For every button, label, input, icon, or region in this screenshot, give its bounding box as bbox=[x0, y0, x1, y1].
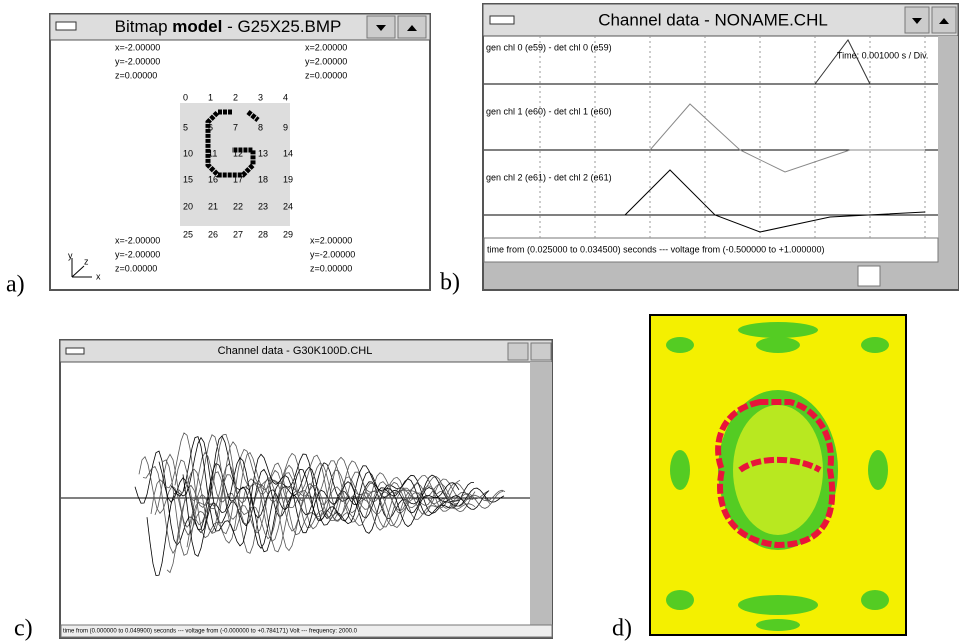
grid-number: 18 bbox=[258, 174, 268, 184]
window-title: Bitmap model - G25X25.BMP bbox=[115, 17, 342, 36]
grid-number: 16 bbox=[208, 174, 218, 184]
coordinate-label: y=-2.00000 bbox=[115, 249, 160, 259]
coordinate-label: x=-2.00000 bbox=[115, 42, 160, 52]
window-a: Bitmap model - G25X25.BMP bbox=[49, 13, 431, 291]
image-d bbox=[649, 314, 907, 636]
grid-number: 28 bbox=[258, 229, 268, 239]
axis-label: x bbox=[96, 271, 101, 281]
grid-number: 15 bbox=[183, 174, 193, 184]
waveform bbox=[174, 448, 491, 552]
grid-number: 5 bbox=[183, 122, 188, 132]
horizontal-scrollbar[interactable] bbox=[484, 262, 958, 289]
status-bar: time from (0.025000 to 0.034500) seconds… bbox=[487, 244, 824, 254]
channel-label: gen chl 0 (e59) - det chl 0 (e59) bbox=[486, 42, 612, 52]
window-b bbox=[482, 3, 959, 291]
window-title: Channel data - NONAME.CHL bbox=[598, 10, 828, 29]
coordinate-label: y=-2.00000 bbox=[115, 56, 160, 66]
waveform bbox=[186, 433, 476, 548]
grid-number: 1 bbox=[208, 92, 213, 102]
panel-label: a) bbox=[6, 272, 25, 298]
maximize-button[interactable] bbox=[530, 342, 552, 361]
dropdown-button[interactable] bbox=[507, 342, 529, 361]
axis-label: z bbox=[84, 256, 89, 266]
grid-number: 0 bbox=[183, 92, 188, 102]
coordinate-label: y=2.00000 bbox=[305, 56, 347, 66]
vertical-scrollbar[interactable] bbox=[938, 36, 958, 262]
panel-label: b) bbox=[440, 270, 460, 296]
grid-number: 19 bbox=[283, 174, 293, 184]
coordinate-label: x=-2.00000 bbox=[115, 235, 160, 245]
waveform bbox=[158, 453, 490, 550]
axis-label: y bbox=[68, 250, 73, 260]
status-bar: time from (0.000000 to 0.049900) seconds… bbox=[63, 629, 358, 635]
grid-number: 20 bbox=[183, 201, 193, 211]
time-label: Time: bbox=[837, 50, 859, 60]
window-c bbox=[59, 339, 553, 639]
coordinate-label: x=2.00000 bbox=[305, 42, 347, 52]
grid-number: 8 bbox=[258, 122, 263, 132]
grid-number: 10 bbox=[183, 148, 193, 158]
grid-number: 17 bbox=[233, 174, 243, 184]
grid-number: 3 bbox=[258, 92, 263, 102]
coordinate-label: y=-2.00000 bbox=[310, 249, 355, 259]
grid-number: 7 bbox=[233, 122, 238, 132]
window-title: Channel data - G30K100D.CHL bbox=[218, 345, 373, 357]
coordinate-label: z=0.00000 bbox=[115, 263, 157, 273]
waveform bbox=[170, 436, 475, 547]
coordinate-label: z=0.00000 bbox=[310, 263, 352, 273]
grid-number: 23 bbox=[258, 201, 268, 211]
grid-number: 4 bbox=[283, 92, 288, 102]
panel-label: d) bbox=[612, 616, 632, 641]
grid-number: 2 bbox=[233, 92, 238, 102]
waveform bbox=[182, 457, 460, 557]
coordinate-label: z=0.00000 bbox=[115, 70, 157, 80]
grid-number: 6 bbox=[208, 122, 213, 132]
coordinate-label: x=2.00000 bbox=[310, 235, 352, 245]
panel-label: c) bbox=[14, 616, 33, 641]
grid-number: 13 bbox=[258, 148, 268, 158]
grid-number: 29 bbox=[283, 229, 293, 239]
grid-number: 14 bbox=[283, 148, 293, 158]
grid-number: 21 bbox=[208, 201, 218, 211]
grid-number: 9 bbox=[283, 122, 288, 132]
coordinate-label: z=0.00000 bbox=[305, 70, 347, 80]
vertical-scrollbar[interactable] bbox=[530, 362, 552, 625]
grid-number: 22 bbox=[233, 201, 243, 211]
grid-number: 27 bbox=[233, 229, 243, 239]
time-division: 0.001000 s / Div. bbox=[862, 50, 929, 60]
grid-number: 11 bbox=[208, 148, 217, 158]
channel-label: gen chl 1 (e60) - det chl 1 (e60) bbox=[486, 106, 612, 116]
channel-label: gen chl 2 (e61) - det chl 2 (e61) bbox=[486, 172, 612, 182]
grid-number: 12 bbox=[233, 148, 243, 158]
grid-number: 26 bbox=[208, 229, 218, 239]
grid-number: 25 bbox=[183, 229, 193, 239]
grid-number: 24 bbox=[283, 201, 293, 211]
